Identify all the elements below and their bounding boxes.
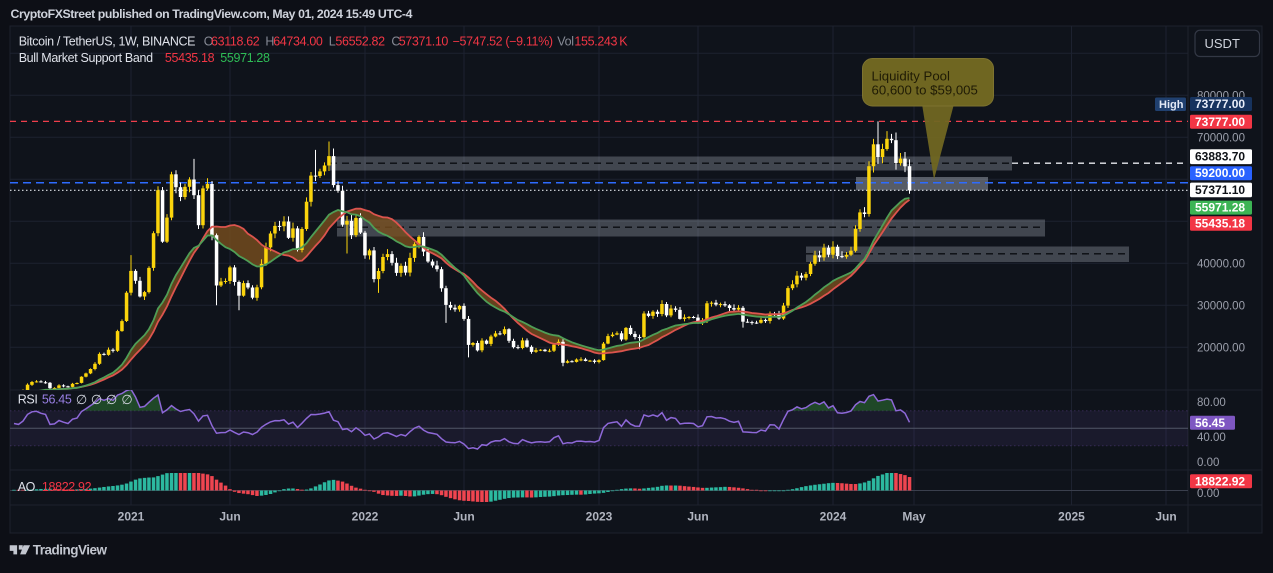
svg-text:Jun: Jun xyxy=(219,510,240,524)
svg-text:Liquidity Pool: Liquidity Pool xyxy=(872,69,951,84)
svg-text:0.00: 0.00 xyxy=(1197,457,1219,469)
svg-text:80.00: 80.00 xyxy=(1197,397,1226,409)
svg-text:57371.10: 57371.10 xyxy=(1195,183,1245,197)
svg-text:155.243 K: 155.243 K xyxy=(574,35,628,49)
svg-text:Bull Market Support Band: Bull Market Support Band xyxy=(19,51,153,65)
svg-text:40.00: 40.00 xyxy=(1197,432,1226,444)
svg-text:O: O xyxy=(204,35,214,49)
svg-text:Jun: Jun xyxy=(687,510,708,524)
svg-text:∅: ∅ xyxy=(76,392,87,407)
svg-text:∅: ∅ xyxy=(106,392,117,407)
svg-text:May: May xyxy=(902,510,926,524)
svg-text:USDT: USDT xyxy=(1205,36,1240,51)
svg-text:59200.00: 59200.00 xyxy=(1195,166,1245,180)
svg-text:RSI: RSI xyxy=(18,393,38,407)
svg-text:70000.00: 70000.00 xyxy=(1197,132,1245,144)
svg-text:2025: 2025 xyxy=(1058,510,1085,524)
svg-text:∅: ∅ xyxy=(121,392,132,407)
svg-text:L: L xyxy=(329,35,336,49)
svg-text:30000.00: 30000.00 xyxy=(1197,300,1245,312)
svg-text:64734.00: 64734.00 xyxy=(273,35,323,49)
svg-text:63883.70: 63883.70 xyxy=(1195,150,1245,164)
svg-text:18822.92: 18822.92 xyxy=(42,480,92,494)
svg-text:57371.10: 57371.10 xyxy=(399,35,449,49)
svg-text:C: C xyxy=(391,35,400,49)
svg-text:40000.00: 40000.00 xyxy=(1197,258,1245,270)
svg-text:2023: 2023 xyxy=(586,510,613,524)
svg-text:AO: AO xyxy=(18,480,36,494)
svg-text:55435.18: 55435.18 xyxy=(1195,217,1245,231)
svg-text:55971.28: 55971.28 xyxy=(220,51,270,65)
svg-text:2022: 2022 xyxy=(352,510,379,524)
svg-text:55971.28: 55971.28 xyxy=(1195,201,1245,215)
svg-text:−5747.52 (−9.11%): −5747.52 (−9.11%) xyxy=(453,35,553,49)
svg-text:Jun: Jun xyxy=(1155,510,1176,524)
svg-text:Bitcoin / TetherUS, 1W, BINANC: Bitcoin / TetherUS, 1W, BINANCE xyxy=(19,35,196,49)
svg-text:Vol: Vol xyxy=(557,35,573,49)
svg-text:56.45: 56.45 xyxy=(42,393,72,407)
svg-text:73777.00: 73777.00 xyxy=(1195,115,1245,129)
svg-text:CryptoFXStreet published on Tr: CryptoFXStreet published on TradingView.… xyxy=(11,7,413,21)
svg-text:20000.00: 20000.00 xyxy=(1197,342,1245,354)
svg-text:TradingView: TradingView xyxy=(33,543,108,558)
svg-text:55435.18: 55435.18 xyxy=(165,51,215,65)
svg-text:0.00: 0.00 xyxy=(1197,488,1219,500)
svg-text:H: H xyxy=(265,35,274,49)
svg-text:73777.00: 73777.00 xyxy=(1195,97,1245,111)
svg-text:High: High xyxy=(1159,99,1184,111)
svg-text:2024: 2024 xyxy=(820,510,847,524)
svg-text:56.45: 56.45 xyxy=(1195,416,1225,430)
svg-text:18822.92: 18822.92 xyxy=(1195,474,1245,488)
svg-text:2021: 2021 xyxy=(118,510,145,524)
svg-text:56552.82: 56552.82 xyxy=(335,35,385,49)
svg-text:Jun: Jun xyxy=(453,510,474,524)
svg-text:63118.62: 63118.62 xyxy=(211,35,260,49)
svg-text:∅: ∅ xyxy=(91,392,102,407)
svg-text:60,600 to $59,005: 60,600 to $59,005 xyxy=(872,83,978,98)
